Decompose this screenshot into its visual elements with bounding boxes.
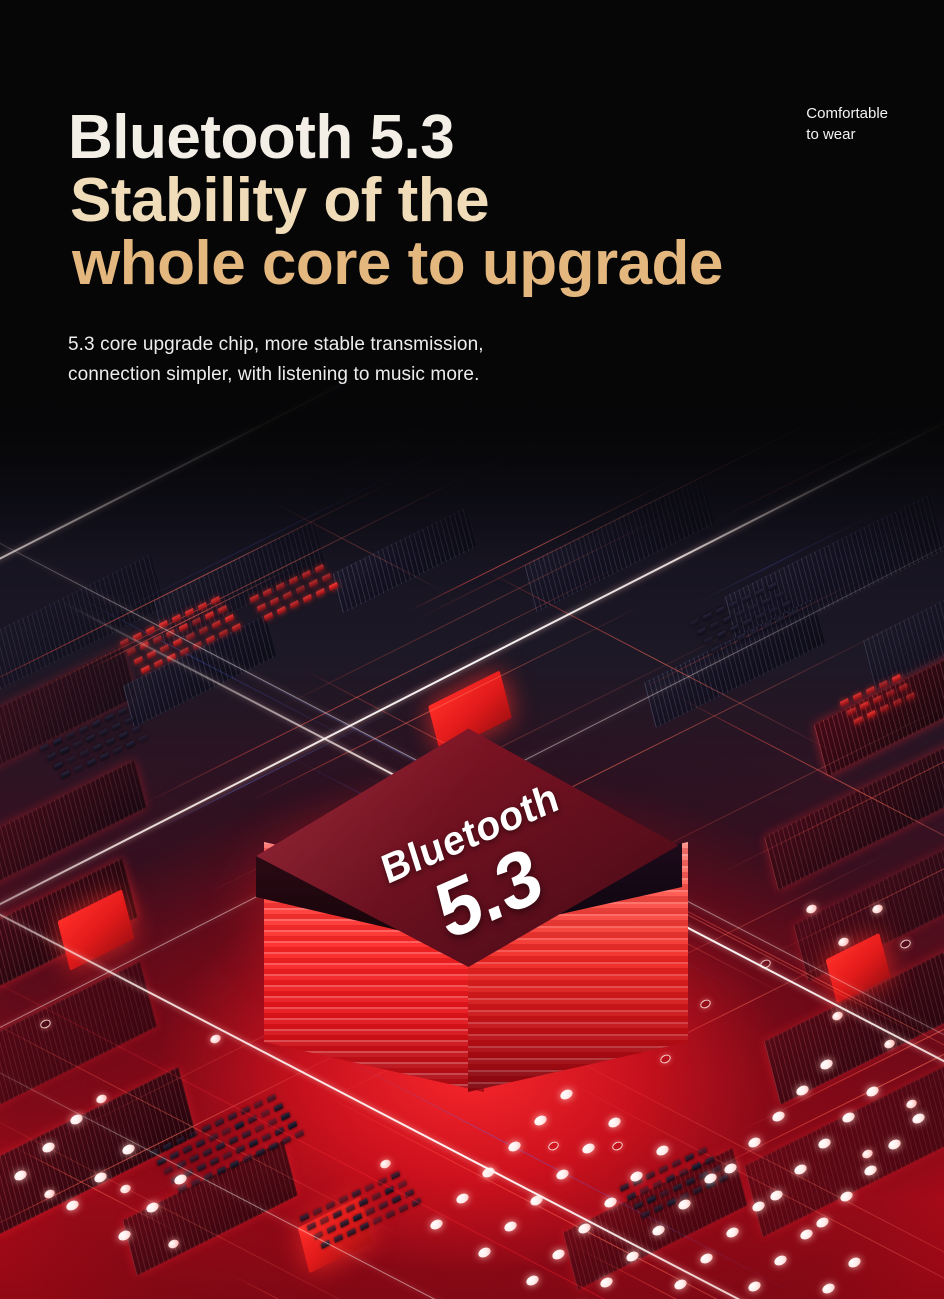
chip-cap-top-face — [256, 728, 679, 967]
bluetooth-chip: Bluetooth 5.3 — [136, 700, 740, 1170]
comfort-badge-line1: Comfortable — [806, 105, 888, 122]
copy-block: Bluetooth 5.3 Stability of the whole cor… — [68, 106, 868, 391]
description: 5.3 core upgrade chip, more stable trans… — [68, 330, 868, 392]
description-line-2: connection simpler, with listening to mu… — [68, 364, 480, 386]
headline-line-3: whole core to upgrade — [72, 229, 723, 299]
description-line-1: 5.3 core upgrade chip, more stable trans… — [68, 333, 484, 355]
comfort-badge: Comfortable to wear — [806, 104, 888, 145]
chip-cap: Bluetooth 5.3 — [226, 700, 726, 1000]
comfort-badge-line2: to wear — [806, 125, 856, 143]
headline-line-1: Bluetooth 5.3 — [68, 103, 455, 172]
headline: Bluetooth 5.3 Stability of the whole cor… — [68, 106, 868, 296]
headline-line-2: Stability of the — [70, 166, 490, 236]
